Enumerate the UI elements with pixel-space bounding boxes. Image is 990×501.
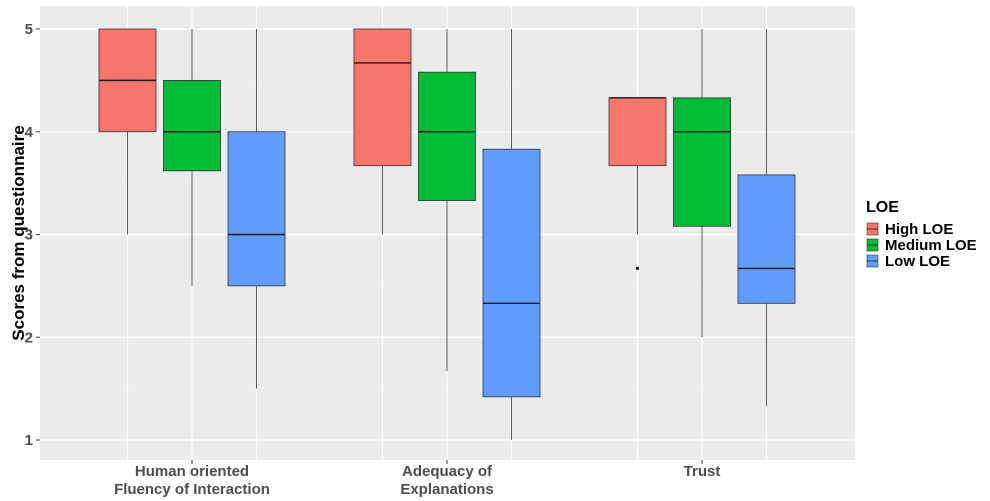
boxes [98, 28, 796, 440]
x-tick-label: Fluency of Interaction [114, 481, 270, 498]
box-body [163, 79, 221, 172]
box-high-loe-0 [98, 28, 157, 235]
box-medium-loe-1 [418, 29, 476, 372]
y-tick-label: 5 [25, 21, 33, 38]
box-body [418, 71, 476, 201]
box-low-loe-0 [227, 29, 286, 389]
box-body [673, 97, 731, 227]
box-body [482, 148, 541, 398]
y-axis: 1 2 3 4 5 [25, 21, 40, 449]
box-body [737, 174, 796, 304]
y-tick-label: 1 [25, 432, 33, 449]
legend-key-low-loe [866, 254, 879, 268]
box-body [353, 28, 412, 167]
x-tick-label: Adequacy of [402, 463, 493, 480]
legend-title: LOE [866, 199, 899, 216]
box-body [608, 97, 667, 167]
box-high-loe-2 [608, 97, 667, 271]
box-medium-loe-2 [673, 29, 731, 338]
box-medium-loe-0 [163, 29, 221, 286]
y-tick-label: 4 [25, 124, 34, 141]
x-tick-label: Explanations [400, 481, 493, 498]
box-body [227, 131, 286, 287]
x-tick-label: Human oriented [135, 463, 249, 480]
legend-label: Low LOE [885, 253, 950, 270]
x-tick-label: Trust [684, 463, 721, 480]
box-high-loe-1 [353, 28, 412, 235]
box-low-loe-1 [482, 29, 541, 440]
outlier-point [635, 266, 640, 271]
legend-label: Medium LOE [885, 237, 977, 254]
legend-key-medium-loe [866, 238, 879, 252]
legend-label: High LOE [885, 221, 953, 238]
box-low-loe-2 [737, 29, 796, 407]
y-tick-label: 3 [25, 227, 33, 244]
y-axis-title: Scores from questionnaire [9, 125, 28, 340]
legend-key-high-loe [866, 222, 879, 236]
y-tick-label: 2 [25, 329, 33, 346]
